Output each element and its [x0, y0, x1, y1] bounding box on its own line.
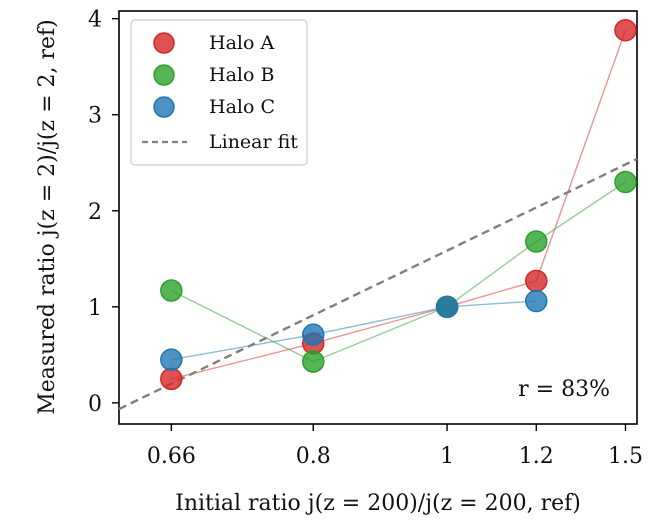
legend-marker-halo-b: [153, 64, 175, 86]
data-point-halo-c: [525, 289, 548, 313]
legend-label-halo-c: Halo C: [209, 96, 275, 118]
data-point-halo-a: [614, 18, 637, 42]
legend-label-halo-a: Halo A: [209, 32, 274, 54]
legend-marker-halo-c: [153, 96, 175, 118]
data-points: [160, 18, 637, 391]
data-point-halo-a: [525, 269, 548, 293]
series-line-halo-b: [170, 181, 626, 363]
x-axis-label: Initial ratio j(z = 200)/j(z = 200, ref): [175, 491, 581, 516]
data-point-halo-b: [525, 230, 548, 253]
x-tick-label: 1: [440, 444, 454, 469]
legend-label-halo-b: Halo B: [209, 64, 274, 86]
y-tick-label: 1: [88, 296, 102, 321]
plot-frame: [118, 10, 638, 425]
legend-marker-halo-a: [153, 32, 175, 54]
x-tick-label: 0.66: [147, 444, 196, 469]
y-tick-label: 2: [88, 200, 102, 225]
data-point-halo-a: [160, 367, 183, 391]
x-tick-label: 1.2: [519, 444, 554, 469]
legend-box: [130, 19, 308, 166]
y-axis-label: Measured ratio j(z = 2)/j(z = 2, ref): [35, 19, 60, 415]
data-point-halo-c: [302, 323, 325, 346]
x-tick-label: 0.8: [296, 444, 331, 469]
y-tick-label: 4: [88, 8, 102, 33]
series-line-halo-c: [171, 300, 537, 361]
linear-fit-line: [118, 157, 638, 411]
x-tick-label: 1.5: [608, 444, 643, 469]
data-point-halo-b: [160, 279, 183, 302]
data-point-halo-b: [302, 350, 325, 373]
data-point-halo-c: [160, 348, 183, 371]
fit-line-layer: [118, 157, 638, 411]
correlation-annotation: r = 83%: [518, 377, 610, 402]
legend: Halo A Halo B Halo C Linear fit: [130, 19, 308, 166]
y-tick-label: 0: [88, 392, 102, 417]
axis-ticks: 0.66 0.8 1 1.2 1.5 0 1 2 3 4: [88, 8, 643, 469]
legend-label-linear-fit: Linear fit: [209, 131, 298, 153]
y-tick-label: 3: [88, 104, 102, 129]
data-point-halo-c: [435, 295, 459, 319]
data-point-halo-b: [614, 170, 637, 194]
